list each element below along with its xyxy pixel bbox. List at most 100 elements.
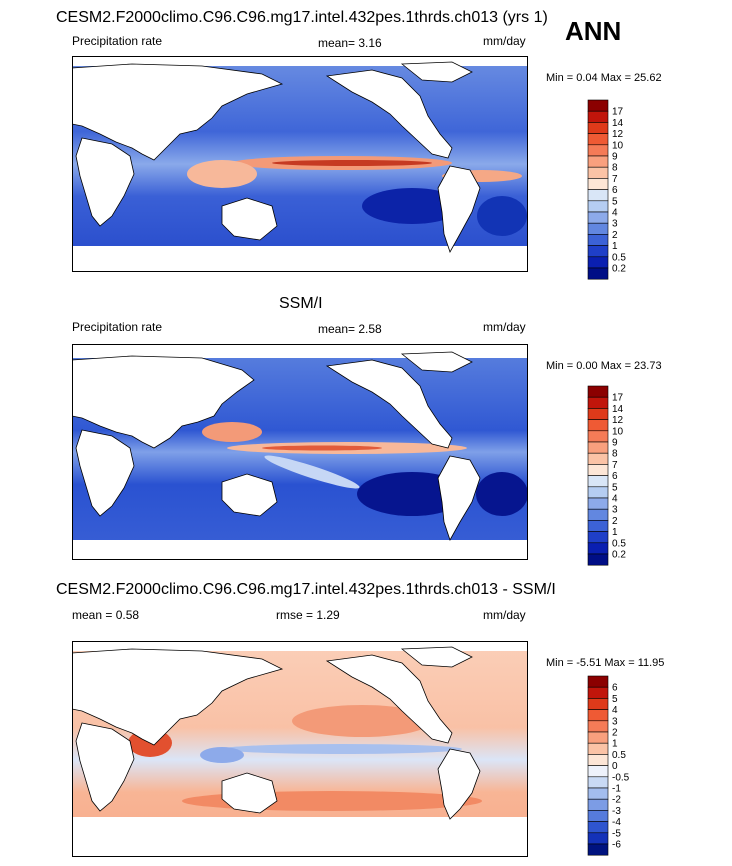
colorbar-level-label: -3 — [612, 806, 621, 817]
colorbar-box — [587, 731, 609, 744]
colorbar-box — [587, 531, 609, 544]
panel2-mean-label: mean= 2.58 — [318, 322, 382, 336]
panel1-dry-south-atlantic — [477, 196, 527, 236]
colorbar-level-label: 6 — [612, 185, 618, 196]
colorbar-box — [587, 110, 609, 123]
colorbar-level-label: 14 — [612, 118, 624, 129]
panel1-title: CESM2.F2000climo.C96.C96.mg17.intel.432p… — [56, 9, 548, 26]
colorbar-box — [587, 441, 609, 454]
colorbar-box — [587, 256, 609, 269]
colorbar-level-label: 17 — [612, 393, 624, 404]
colorbar-level-label: 8 — [612, 163, 618, 174]
panel3-rmse-label: rmse = 1.29 — [276, 608, 340, 622]
colorbar-box — [587, 211, 609, 224]
panel1-itcz-core — [272, 160, 432, 166]
colorbar-box — [587, 709, 609, 722]
colorbar-level-label: 2 — [612, 516, 618, 527]
colorbar-level-label: 8 — [612, 449, 618, 460]
colorbar-box — [587, 99, 609, 112]
colorbar-box — [587, 843, 609, 856]
colorbar-box — [587, 245, 609, 258]
colorbar-box — [587, 396, 609, 409]
colorbar-level-label: 7 — [612, 174, 618, 185]
panel3-missing-north — [72, 641, 528, 651]
colorbar-level-label: -0.5 — [612, 772, 630, 783]
panel3-pacific-positive-bias — [292, 705, 432, 737]
colorbar-level-label: 3 — [612, 505, 618, 516]
panel2-units-label: mm/day — [483, 320, 526, 334]
colorbar-level-label: 4 — [612, 208, 618, 219]
colorbar-box — [587, 765, 609, 778]
colorbar-box — [587, 832, 609, 845]
colorbar-level-label: 17 — [612, 107, 624, 118]
panel1-dry-east-pacific — [362, 188, 462, 224]
colorbar-level-label: 10 — [612, 140, 624, 151]
panel3-minmax-label: Min = -5.51 Max = 11.95 — [546, 657, 665, 669]
panel3-map — [72, 641, 528, 857]
colorbar-level-label: 0.5 — [612, 252, 626, 263]
colorbar-box — [587, 520, 609, 532]
colorbar-box — [587, 155, 609, 168]
panel2-continents — [72, 351, 481, 541]
colorbar-level-label: 0.2 — [612, 264, 626, 275]
panel1-units-label: mm/day — [483, 34, 526, 48]
colorbar-box — [587, 486, 609, 499]
colorbar-level-label: 2 — [612, 728, 618, 739]
colorbar-box — [587, 821, 609, 834]
colorbar-box — [587, 508, 609, 521]
colorbar-box — [587, 222, 609, 235]
colorbar-level-label: 6 — [612, 683, 618, 694]
panel3-units-label: mm/day — [483, 608, 526, 622]
colorbar-level-label: 3 — [612, 219, 618, 230]
panel2-map-frame — [72, 344, 528, 560]
colorbar-level-label: 0.5 — [612, 750, 626, 761]
colorbar-box — [587, 267, 609, 280]
colorbar-level-label: -6 — [612, 840, 621, 851]
panel3-itcz-negative-bias — [222, 744, 462, 754]
colorbar-level-label: 3 — [612, 716, 618, 727]
colorbar-level-label: 5 — [612, 196, 618, 207]
colorbar-level-label: -1 — [612, 784, 621, 795]
colorbar-box — [587, 787, 609, 800]
colorbar-box — [587, 542, 609, 555]
colorbar-box — [587, 475, 609, 488]
colorbar-box — [587, 464, 609, 476]
colorbar-box — [587, 497, 609, 510]
season-label: ANN — [565, 16, 622, 46]
colorbar-level-label: 5 — [612, 694, 618, 705]
colorbar-level-label: 1 — [612, 739, 618, 750]
colorbar-level-label: 0.5 — [612, 538, 626, 549]
panel2-variable-label: Precipitation rate — [72, 320, 163, 334]
colorbar-level-label: 7 — [612, 460, 618, 471]
panel1-map-frame — [72, 56, 528, 272]
panel2-warmpool — [202, 422, 262, 442]
colorbar-level-label: 10 — [612, 426, 624, 437]
colorbar-level-label: 9 — [612, 438, 618, 449]
colorbar-level-label: 14 — [612, 404, 624, 415]
colorbar-level-label: 0 — [612, 761, 618, 772]
panel1-mean-label: mean= 3.16 — [318, 36, 382, 50]
colorbar-level-label: 6 — [612, 471, 618, 482]
panel2-missing-south — [72, 540, 528, 560]
colorbar-box — [587, 234, 609, 246]
colorbar-box — [587, 698, 609, 710]
colorbar-box — [587, 553, 609, 566]
colorbar-level-label: 0.2 — [612, 550, 626, 561]
colorbar-box — [587, 810, 609, 822]
panel1-missing-north — [72, 56, 528, 66]
colorbar-box — [587, 776, 609, 789]
colorbar-box — [587, 122, 609, 134]
colorbar-box — [587, 798, 609, 811]
panel3-title: CESM2.F2000climo.C96.C96.mg17.intel.432p… — [56, 581, 556, 598]
panel3-mean-label: mean = 0.58 — [72, 608, 140, 622]
colorbar-box — [587, 166, 609, 179]
panel1-missing-south — [72, 246, 528, 272]
colorbar-box — [587, 189, 609, 202]
colorbar-box — [587, 742, 609, 755]
colorbar-level-label: 1 — [612, 241, 618, 252]
colorbar-level-label: -4 — [612, 817, 621, 828]
panel2-dry-south-atlantic — [476, 472, 528, 516]
panel1-continents — [72, 61, 481, 253]
